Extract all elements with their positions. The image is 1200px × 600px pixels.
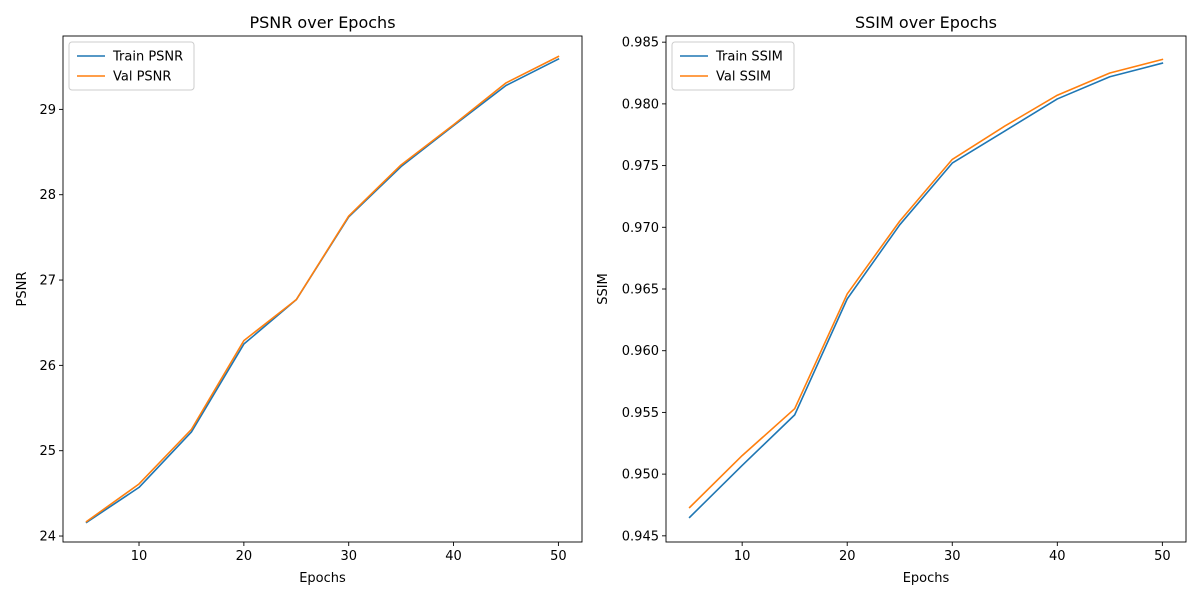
ssim-x-tick-label: 50 [1154,549,1171,564]
ssim-chart: SSIM over Epochs 10 20 30 40 50 0.945 0.950 0.95… [596,13,1187,586]
ssim-legend-box [671,41,795,91]
ssim-x-axis-label: Epochs [903,571,950,586]
psnr-legend-entry: Train PSNR [112,50,183,65]
psnr-legend-entry: Val PSNR [113,70,171,85]
ssim-x-tick-label: 10 [734,549,751,564]
psnr-chart: PSNR over Epochs 10 20 30 40 50 24 25 26 27 28 29 Ep… [15,13,583,586]
ssim-y-tick-label: 0.970 [622,221,659,236]
ssim-y-tick-label: 0.965 [622,283,659,298]
ssim-y-tick-label: 0.950 [622,468,659,483]
ssim-y-tick-label: 0.955 [622,406,659,421]
ssim-y-axis-label: SSIM [596,273,611,305]
psnr-y-tick-label: 28 [39,188,56,203]
psnr-x-tick-label: 50 [550,549,567,564]
psnr-legend-box [68,41,195,91]
ssim-y-tick-label: 0.975 [622,159,659,174]
ssim-chart-title: SSIM over Epochs [855,13,997,32]
ssim-y-tick-label: 0.985 [622,36,659,51]
ssim-y-tick-label: 0.960 [622,344,659,359]
psnr-x-tick-label: 40 [445,549,462,564]
psnr-y-tick-label: 24 [39,530,56,545]
psnr-x-tick-label: 30 [340,549,357,564]
psnr-legend: Train PSNR Val PSNR [68,41,195,91]
ssim-x-tick-label: 30 [944,549,961,564]
psnr-x-tick-label: 10 [131,549,148,564]
psnr-chart-title: PSNR over Epochs [249,13,395,32]
ssim-legend-entry: Val SSIM [716,70,771,85]
ssim-plot-frame [665,35,1187,543]
psnr-series-line-train [85,57,560,524]
psnr-y-tick-label: 26 [39,359,56,374]
psnr-x-tick-label: 20 [236,549,253,564]
psnr-y-axis-label: PSNR [15,272,30,307]
ssim-legend: Train SSIM Val SSIM [671,41,795,91]
psnr-y-tick-label: 29 [39,103,56,118]
ssim-y-tick-label: 0.980 [622,97,659,112]
ssim-legend-entry: Train SSIM [715,50,783,65]
ssim-x-tick-label: 40 [1049,549,1066,564]
psnr-x-axis-label: Epochs [299,571,346,586]
ssim-series-line-train [688,62,1164,519]
psnr-plot-frame [62,35,583,543]
psnr-y-tick-label: 27 [39,274,56,289]
ssim-series-line-val [688,58,1164,509]
psnr-y-tick-label: 25 [39,444,56,459]
ssim-x-tick-label: 20 [839,549,856,564]
ssim-y-tick-label: 0.945 [622,529,659,544]
psnr-series-line-val [85,55,560,523]
